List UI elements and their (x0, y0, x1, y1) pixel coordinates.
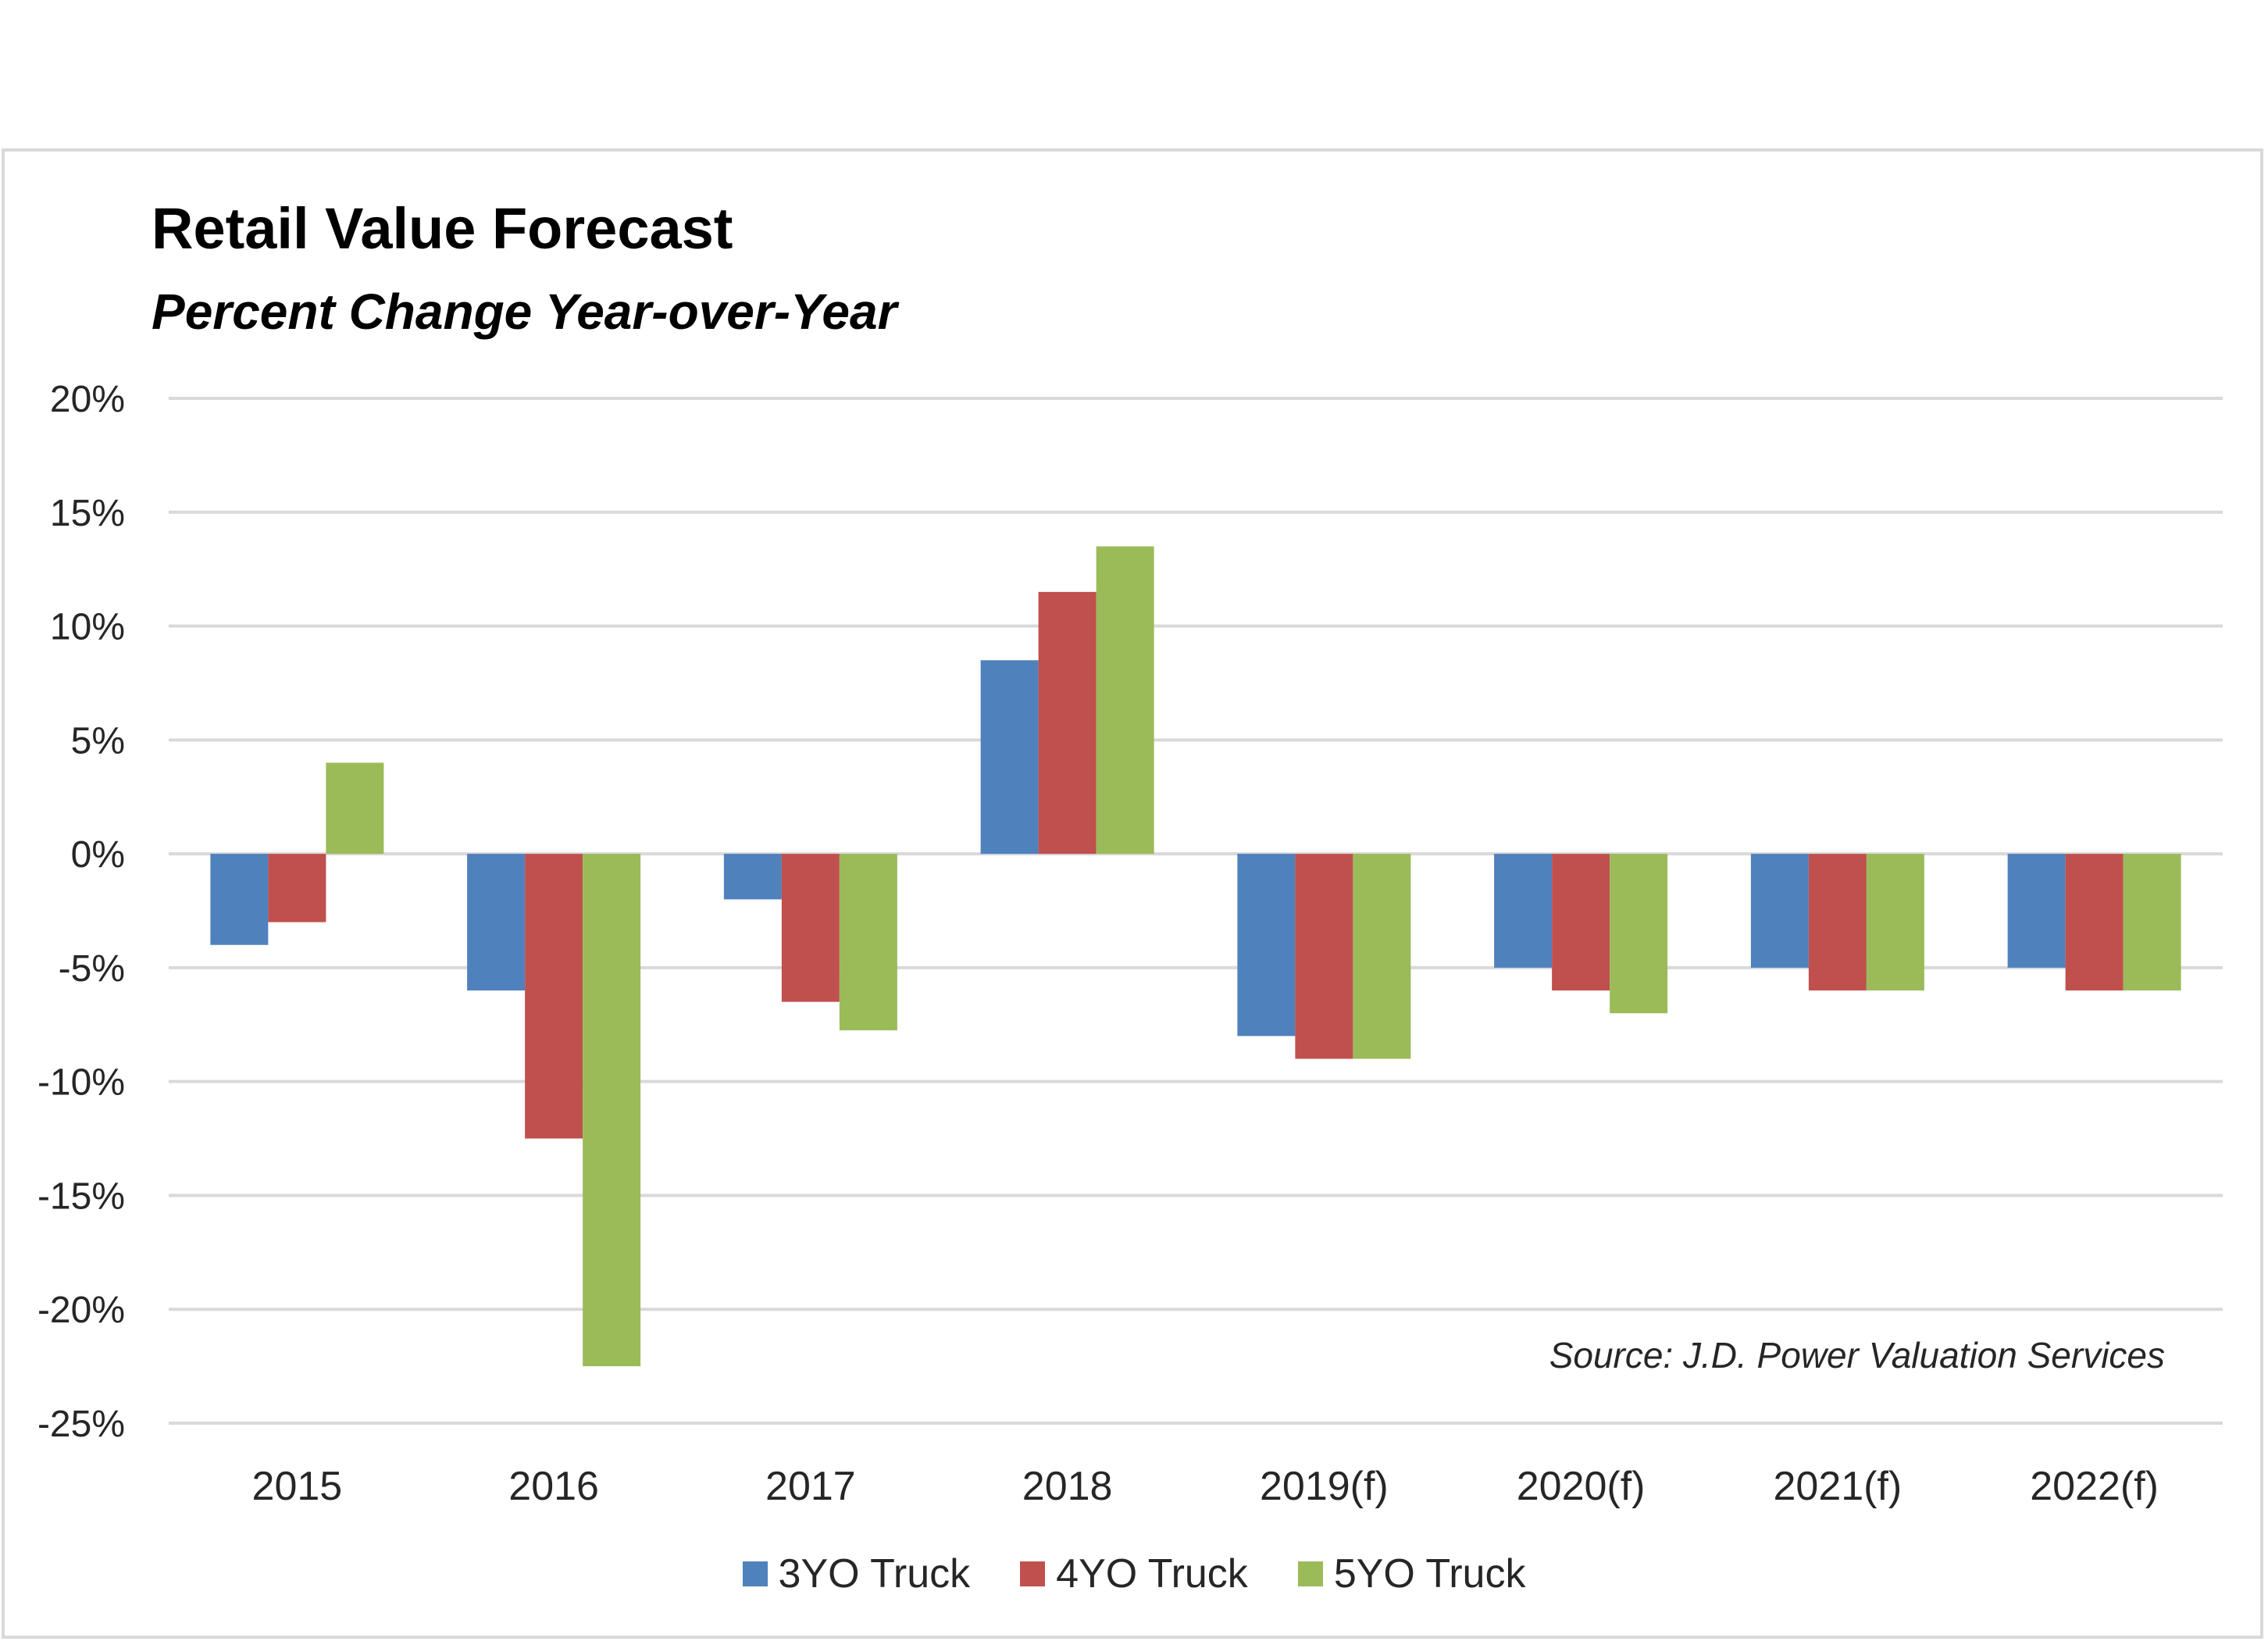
legend-item-4yo-truck: 4YO Truck (1020, 1550, 1248, 1597)
legend-item-3yo-truck: 3YO Truck (742, 1550, 971, 1597)
gridlines (169, 397, 2223, 1425)
x-tick-label: 2017 (765, 1464, 856, 1509)
bar-3yo-truck-2018 (980, 660, 1039, 855)
bar-4yo-truck-2022f (2065, 854, 2124, 991)
bar-5yo-truck-2022f (2123, 854, 2181, 991)
y-tick-label: -5% (59, 948, 125, 990)
y-tick-label: -10% (37, 1062, 125, 1104)
bars (210, 546, 2181, 1367)
y-tick-label: 15% (50, 493, 125, 534)
x-tick-label: 2022(f) (2030, 1464, 2159, 1509)
x-tick-label: 2016 (508, 1464, 599, 1509)
source-note: Source: J.D. Power Valuation Services (1549, 1335, 2165, 1376)
x-tick-label: 2019(f) (1260, 1464, 1389, 1509)
y-tick-label: 5% (71, 720, 125, 762)
bar-4yo-truck-2017 (781, 854, 840, 1002)
legend-swatch-5yo-truck (1297, 1561, 1323, 1586)
bar-4yo-truck-2019f (1295, 854, 1353, 1059)
bar-5yo-truck-2016 (583, 854, 641, 1367)
bar-5yo-truck-2021f (1866, 854, 1924, 991)
chart-title: Retail Value Forecast (152, 196, 733, 261)
y-tick-label: 10% (50, 607, 125, 648)
x-tick-label: 2018 (1022, 1464, 1113, 1509)
legend-label-5yo-truck: 5YO Truck (1333, 1551, 1526, 1597)
x-axis-tick-labels: 2015 2016 2017 2018 2019(f) 2020(f) 2021(f) 202… (252, 1464, 2159, 1509)
y-tick-label: -15% (37, 1176, 125, 1217)
bar-4yo-truck-2018 (1038, 591, 1097, 855)
bar-5yo-truck-2015 (326, 762, 384, 855)
x-tick-label: 2020(f) (1517, 1464, 1646, 1509)
bar-4yo-truck-2015 (268, 854, 326, 922)
bar-5yo-truck-2018 (1096, 546, 1154, 855)
bar-3yo-truck-2020f (1494, 854, 1553, 968)
bar-5yo-truck-2019f (1353, 854, 1411, 1059)
legend-swatch-3yo-truck (742, 1561, 768, 1586)
chart-subtitle: Percent Change Year-over-Year (152, 284, 897, 340)
bar-4yo-truck-2021f (1808, 854, 1867, 991)
bar-3yo-truck-2017 (723, 854, 782, 900)
legend-label-4yo-truck: 4YO Truck (1056, 1551, 1248, 1597)
y-tick-label: -25% (37, 1404, 125, 1445)
bar-5yo-truck-2020f (1610, 854, 1668, 1014)
bar-3yo-truck-2022f (2007, 854, 2066, 968)
y-axis-tick-labels: 20% 15% 10% 5% 0% -5% -10% -15% -20% -25% (37, 379, 125, 1445)
y-tick-label: 20% (50, 379, 125, 420)
x-tick-label: 2015 (252, 1464, 343, 1509)
bar-3yo-truck-2015 (210, 854, 269, 945)
legend: 3YO Truck 4YO Truck 5YO Truck (0, 1550, 2268, 1597)
legend-label-3yo-truck: 3YO Truck (778, 1551, 971, 1597)
legend-swatch-4yo-truck (1020, 1561, 1046, 1586)
legend-item-5yo-truck: 5YO Truck (1297, 1550, 1526, 1597)
bar-4yo-truck-2020f (1552, 854, 1610, 991)
bar-3yo-truck-2019f (1237, 854, 1296, 1037)
bar-5yo-truck-2017 (839, 854, 897, 1031)
x-tick-label: 2021(f) (1773, 1464, 1902, 1509)
bar-3yo-truck-2016 (467, 854, 526, 991)
y-tick-label: 0% (71, 834, 125, 876)
y-tick-label: -20% (37, 1290, 125, 1331)
bar-3yo-truck-2021f (1750, 854, 1809, 968)
bar-4yo-truck-2016 (525, 854, 583, 1139)
